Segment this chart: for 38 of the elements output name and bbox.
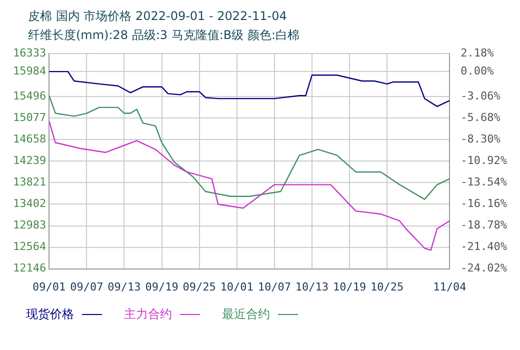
y2-tick-label: -21.40% <box>460 240 508 254</box>
y2-tick-label: -13.54% <box>460 176 508 189</box>
y2-tick-label: -16.16% <box>460 197 508 210</box>
x-tick-label: 09/01 <box>32 280 66 294</box>
chart-subtitle: 纤维长度(mm):28 品级:3 马克隆值:B级 颜色:白棉 <box>27 27 300 44</box>
y-tick-label: 12983 <box>12 218 46 232</box>
legend-label: 最近合约 <box>222 306 270 323</box>
y2-tick-label: -5.68% <box>460 111 501 124</box>
y-tick-label: 15077 <box>12 111 46 124</box>
y2-tick-label: -3.06% <box>460 90 501 102</box>
y2-tick-label: 0.00% <box>460 64 494 78</box>
chart-title: 皮棉 国内 市场价格 2022-09-01 - 2022-11-04 <box>27 8 288 25</box>
y-tick-label: 15984 <box>12 64 46 78</box>
x-tick-label: 10/19 <box>332 280 366 294</box>
legend-label: 现货价格 <box>26 306 74 323</box>
legend-label: 主力合约 <box>124 306 172 323</box>
y-tick-label: 15496 <box>12 89 46 102</box>
y-tick-label: 16333 <box>12 46 46 60</box>
y2-tick-label: -10.92% <box>460 154 508 168</box>
x-tick-label: 09/13 <box>108 280 141 294</box>
y2-tick-label: -8.30% <box>460 132 501 146</box>
y-tick-label: 13821 <box>12 176 46 189</box>
y2-tick-label: 2.18% <box>460 46 494 60</box>
x-tick-label: 10/25 <box>370 280 404 294</box>
x-tick-label: 11/04 <box>433 280 467 294</box>
y2-tick-label: -24.02% <box>460 262 508 275</box>
y-tick-label: 14239 <box>12 154 46 168</box>
x-tick-label: 09/25 <box>182 280 216 294</box>
y-tick-label: 14658 <box>12 132 46 146</box>
x-tick-label: 10/07 <box>258 280 291 294</box>
y-tick-label: 12564 <box>12 240 46 254</box>
x-tick-label: 10/01 <box>220 280 254 294</box>
y2-tick-label: -18.78% <box>460 218 508 232</box>
x-tick-label: 10/13 <box>295 280 329 294</box>
x-tick-label: 09/07 <box>70 280 104 294</box>
y-tick-label: 13402 <box>12 197 46 210</box>
x-tick-label: 09/19 <box>145 280 178 294</box>
y-tick-label: 12146 <box>12 262 46 275</box>
